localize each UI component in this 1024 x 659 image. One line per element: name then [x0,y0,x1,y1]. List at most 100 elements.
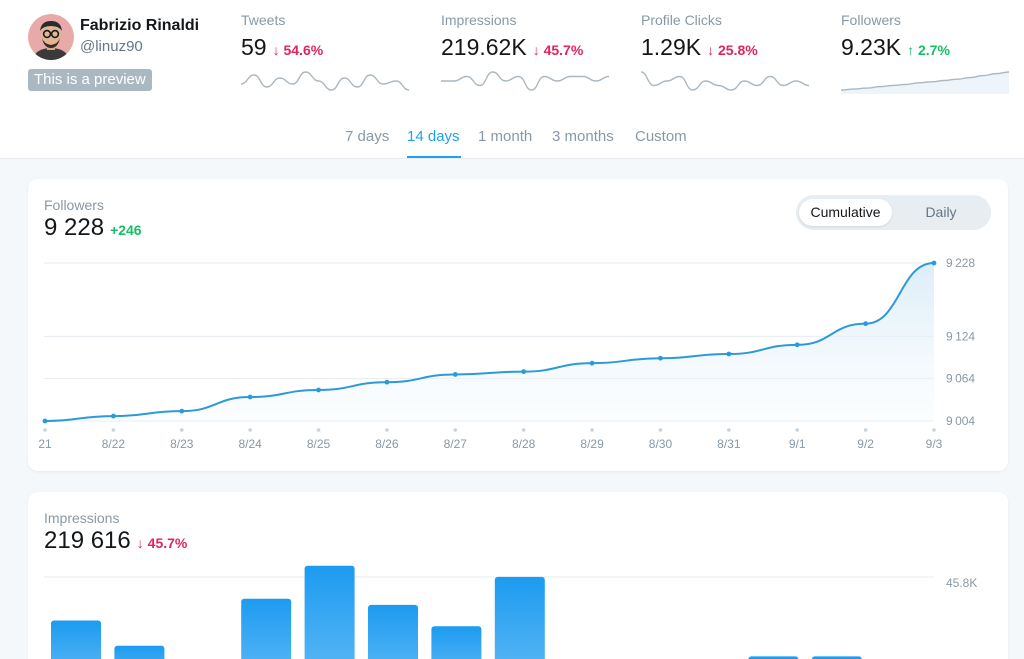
stat-change-value: 2.7% [918,42,950,58]
chart-mode-toggle: Cumulative Daily [796,195,991,230]
x-tick-dot [111,428,116,432]
user-handle[interactable]: @linuz90 [80,38,143,55]
y-tick-label: 9 064 [946,372,975,386]
x-tick-dot [179,428,184,432]
data-point [179,408,185,414]
stat-value: 9.23K [841,34,902,60]
impressions-total: 219 616 ↓ 45.7% [44,527,187,555]
impressions-bar [811,656,862,659]
stat-value: 59 [241,34,267,60]
stat-change-value: 45.7% [543,42,584,58]
y-tick-label: 45.8K [946,576,977,590]
stat-followers[interactable]: Followers 9.23K ↑ 2.7% [841,12,1011,98]
x-tick-label: 8/30 [649,437,673,451]
data-point [658,355,663,361]
sparkline [241,71,409,91]
arrow-down-icon: ↓ [707,42,715,58]
data-point [247,394,253,400]
x-tick-label: 8/25 [307,437,331,451]
stat-change-down: ↓ 45.7% [533,42,584,58]
x-tick-dot [590,428,594,432]
stat-change-up: ↑ 2.7% [907,42,950,58]
x-tick-dot [43,428,47,432]
impressions-bar [304,565,355,659]
stat-profile-clicks[interactable]: Profile Clicks 1.29K ↓ 25.8% [641,12,811,98]
followers-area [45,263,934,421]
impressions-count: 219 616 [44,527,131,554]
stat-tweets[interactable]: Tweets 59 ↓ 54.6% [241,12,411,98]
x-tick-dot [316,428,321,432]
period-selector: 7 days 14 days 1 month 3 months Custom [0,128,1024,159]
y-tick-label: 9 228 [946,256,975,270]
stat-change-down: ↓ 25.8% [707,42,758,58]
followers-card-title: Followers [44,197,104,213]
stat-change-value: 25.8% [718,42,758,58]
stat-label: Profile Clicks [641,12,722,28]
followers-change: +246 [110,222,142,238]
period-tab-custom[interactable]: Custom [635,128,687,145]
x-tick-dot [795,428,800,432]
x-tick-label: 8/24 [238,437,262,451]
period-tab-7-days[interactable]: 7 days [345,128,390,145]
y-tick-label: 9 004 [946,414,975,428]
sparkline-line [441,71,609,91]
followers-chart: 9 004 9 064 9 124 9 228 21 8/22 8/23 8/24 8/25 8/… [38,256,975,451]
x-tick-label: 8/26 [375,437,399,451]
sparkline [841,71,1009,94]
toggle-daily[interactable]: Daily [925,204,957,220]
period-tab-1-month[interactable]: 1 month [478,128,533,145]
impressions-bar [241,598,292,659]
impressions-card-title: Impressions [44,510,120,526]
stat-value: 219.62K [441,34,527,60]
stat-change-down: ↓ 54.6% [273,42,324,58]
data-point [794,342,800,348]
stat-impressions[interactable]: Impressions 219.62K ↓ 45.7% [441,12,611,98]
x-tick-dot [932,428,936,432]
toggle-cumulative[interactable]: Cumulative [799,199,892,226]
impressions-bar [431,626,482,659]
y-tick-label: 9 124 [946,329,975,343]
x-tick-dot [385,428,389,432]
stat-change-value: 54.6% [283,42,324,58]
x-tick-dot [658,428,663,432]
data-point [384,379,390,385]
stat-label: Followers [841,12,901,28]
data-point [521,369,527,375]
avatar[interactable] [28,14,74,60]
preview-badge: This is a preview [28,69,152,91]
impressions-change-value: 45.7% [147,535,188,551]
x-tick-label: 9/1 [789,437,806,451]
arrow-down-icon: ↓ [532,42,540,58]
stat-value: 1.29K [641,34,702,60]
x-tick-label: 9/2 [857,437,874,451]
followers-line [44,262,935,422]
active-period-indicator [407,156,461,158]
impressions-bar [494,576,545,659]
period-tab-3-months[interactable]: 3 months [552,128,614,145]
period-tab-14-days[interactable]: 14 days [407,128,460,145]
impressions-card: 45.8K Impressions 219 616 ↓ 45.7% [28,492,1008,659]
impressions-bar [114,645,165,659]
arrow-down-icon: ↓ [136,535,144,551]
followers-total: 9 228 +246 [44,214,142,242]
x-tick-label: 8/27 [444,437,468,451]
x-tick-label: 8/31 [717,437,741,451]
sparkline [441,71,609,91]
stat-label: Tweets [241,12,286,28]
arrow-up-icon: ↑ [907,42,915,58]
data-point [931,260,937,266]
x-tick-label: 8/29 [580,437,604,451]
x-tick-dot [521,428,526,432]
followers-count: 9 228 [44,214,105,241]
impressions-change-down: ↓ 45.7% [137,535,188,551]
followers-card: 9 004 9 064 9 124 9 228 21 8/22 8/23 8/24 8/25 8/… [28,179,1008,471]
x-tick-label: 21 [38,437,52,451]
impressions-chart: 45.8K [44,565,977,659]
stat-label: Impressions [441,12,517,28]
impressions-bar [748,656,799,659]
sparkline-line [641,71,809,91]
data-point [42,418,48,424]
x-tick-label: 9/3 [926,437,943,451]
x-tick-dot [727,428,731,432]
x-tick-dot [863,428,868,432]
